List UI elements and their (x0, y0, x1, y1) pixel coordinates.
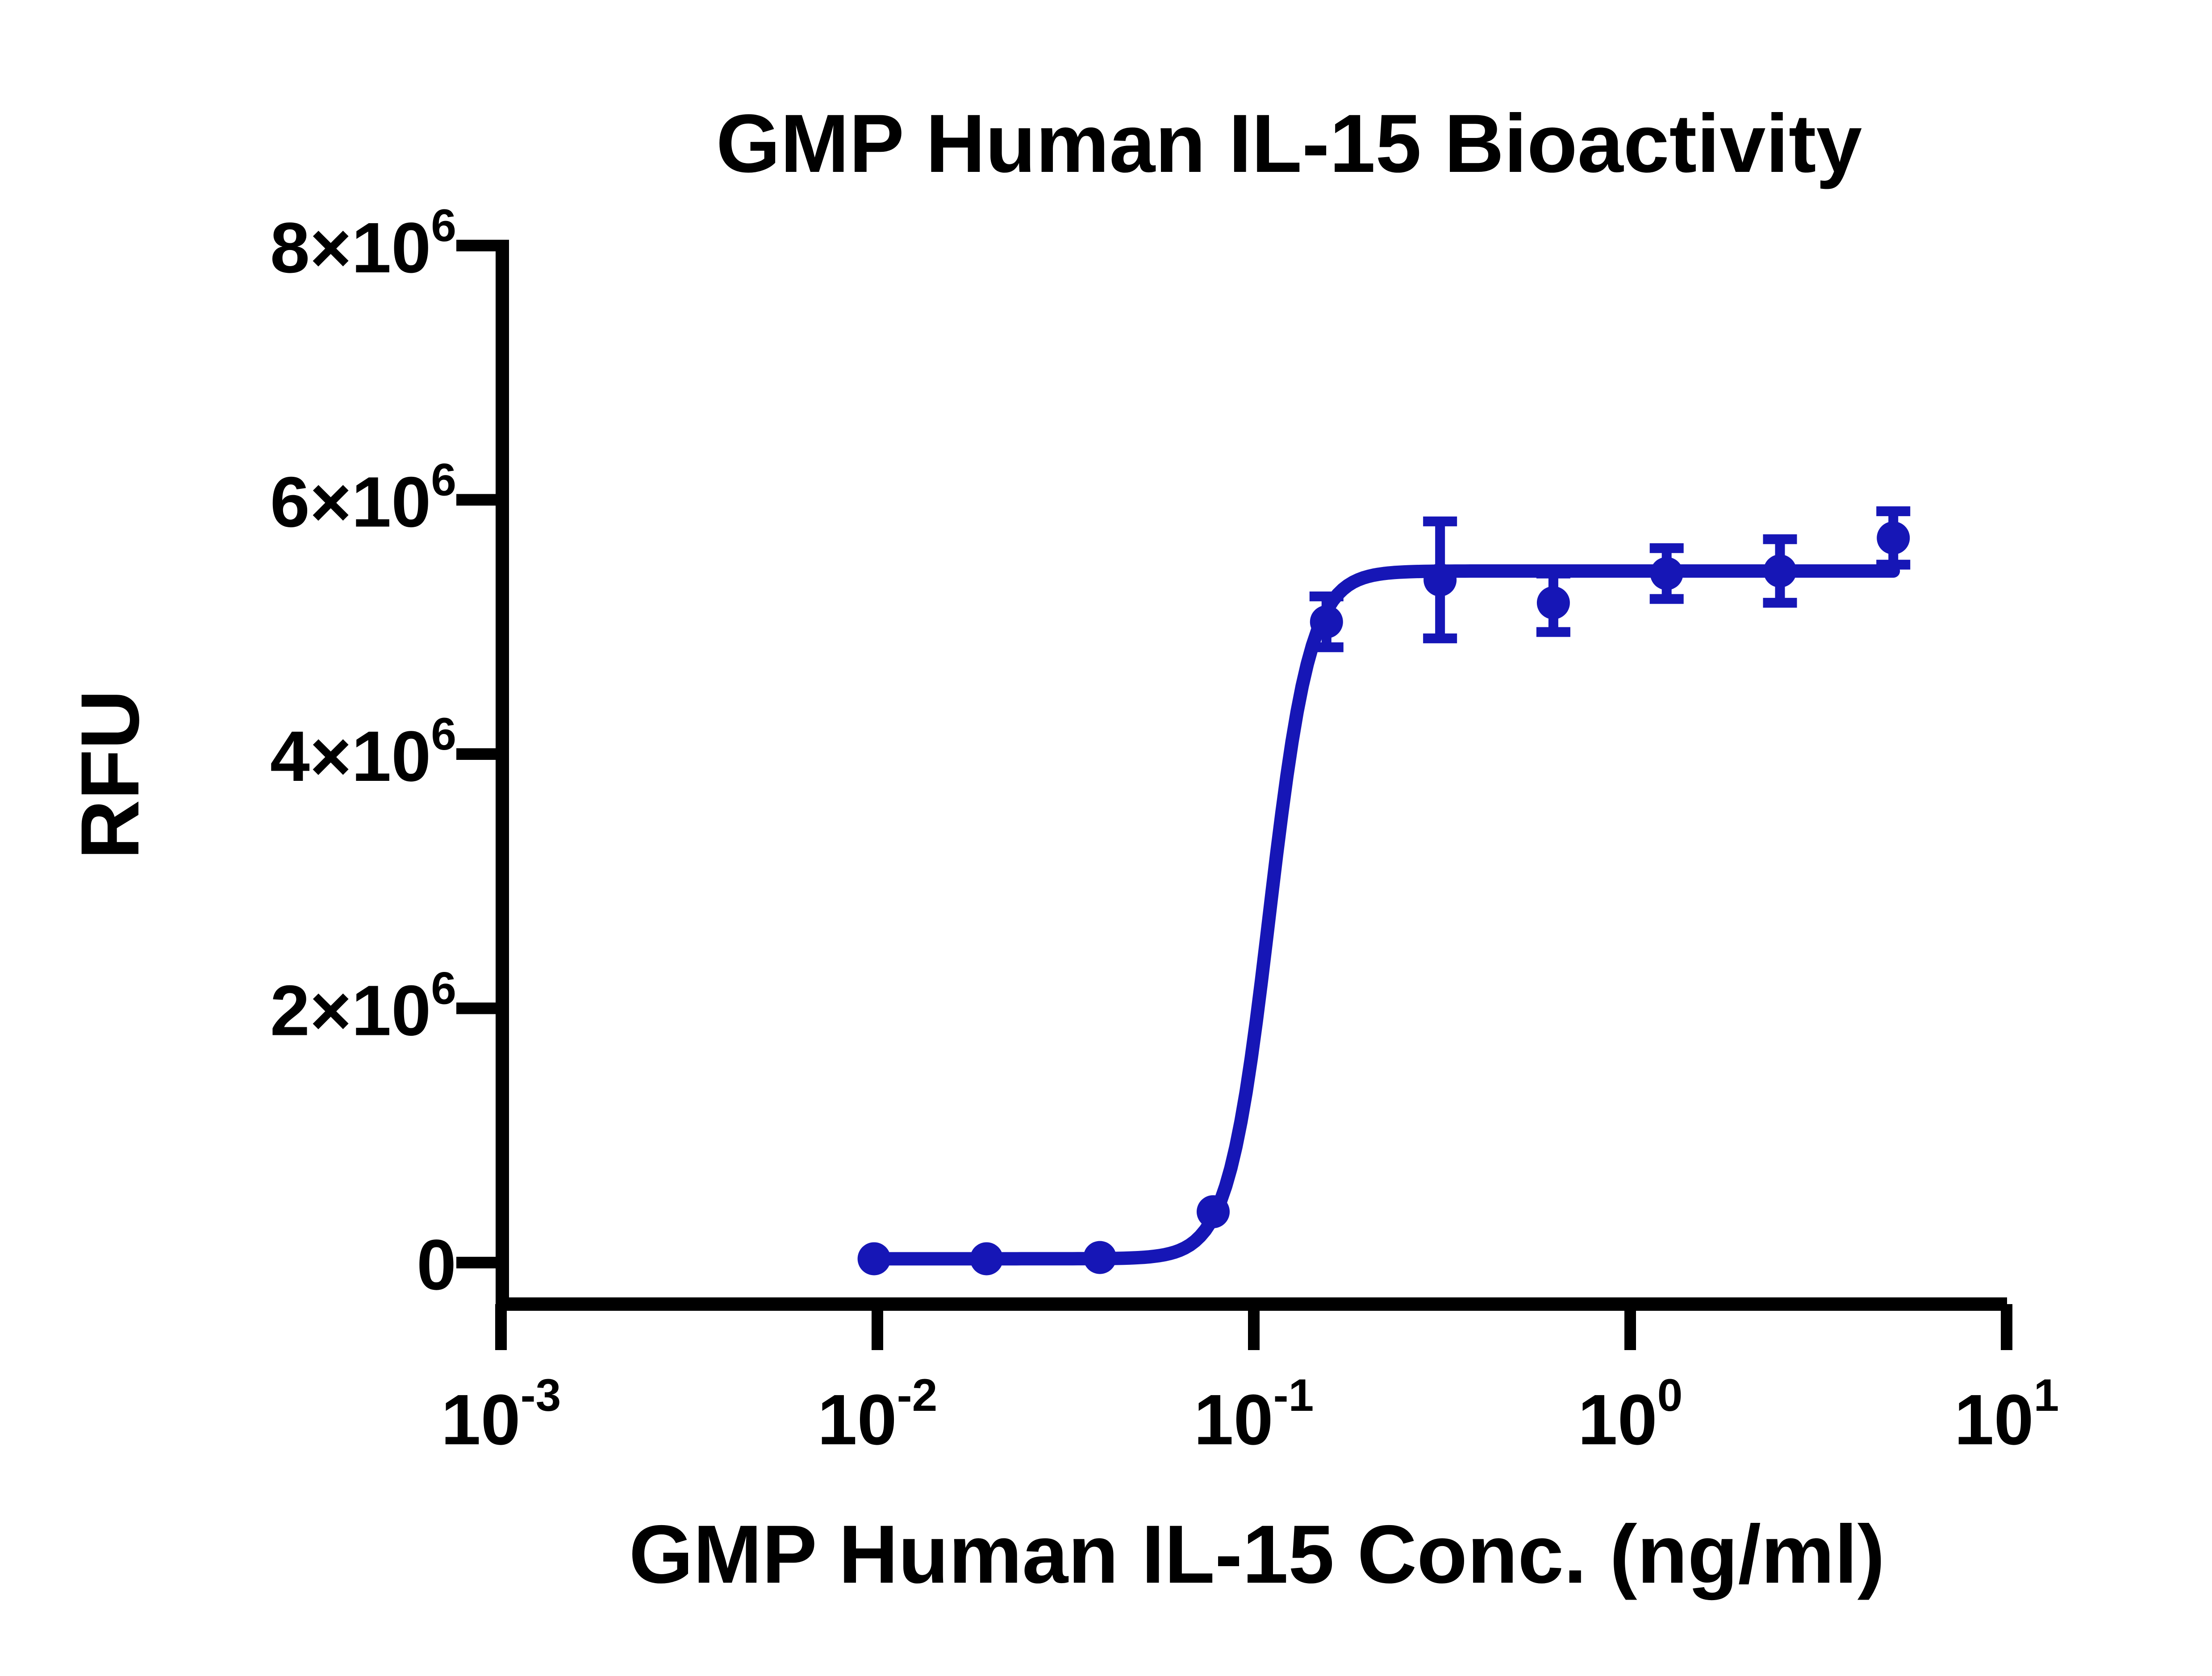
x-axis-ticks (495, 1304, 2012, 1350)
x-axis-tick-labels: 10-3 10-2 10-1 100 101 (441, 1370, 2059, 1459)
data-point (970, 1242, 1003, 1276)
y-axis-tick-labels: 0 2×106 4×106 6×106 8×106 (270, 200, 456, 1305)
x-tick-label: 10-2 (818, 1370, 938, 1459)
data-point (1650, 557, 1683, 590)
y-tick-label: 2×106 (270, 963, 456, 1051)
error-bars (1309, 506, 1911, 652)
y-axis-ticks (456, 240, 502, 1268)
x-axis-title: GMP Human IL-15 Conc. (ng/ml) (629, 1509, 1885, 1601)
data-point (1877, 521, 1910, 554)
x-tick-label: 100 (1578, 1370, 1683, 1459)
data-points (857, 521, 1910, 1276)
data-point (1197, 1195, 1230, 1229)
x-tick-label: 10-3 (441, 1370, 561, 1459)
y-tick-label: 8×106 (270, 200, 456, 288)
data-point (1763, 554, 1797, 588)
x-tick-label: 10-1 (1194, 1370, 1314, 1459)
data-series (857, 506, 1911, 1276)
y-tick-label: 0 (417, 1225, 456, 1305)
data-point (1536, 586, 1570, 620)
data-point (1083, 1241, 1117, 1274)
y-tick-label: 4×106 (270, 709, 456, 796)
fit-curve (867, 564, 1900, 1266)
data-point (857, 1242, 891, 1276)
data-point (1423, 563, 1457, 596)
y-axis-title: RFU (64, 690, 156, 859)
x-tick-label: 101 (1954, 1370, 2059, 1459)
axes: 0 2×106 4×106 6×106 8×106 10-3 10-2 10-1 100 101 (270, 200, 2059, 1459)
data-point (1310, 605, 1343, 638)
chart-title: GMP Human IL-15 Bioactivity (716, 98, 1862, 190)
y-tick-label: 6×106 (270, 454, 456, 542)
